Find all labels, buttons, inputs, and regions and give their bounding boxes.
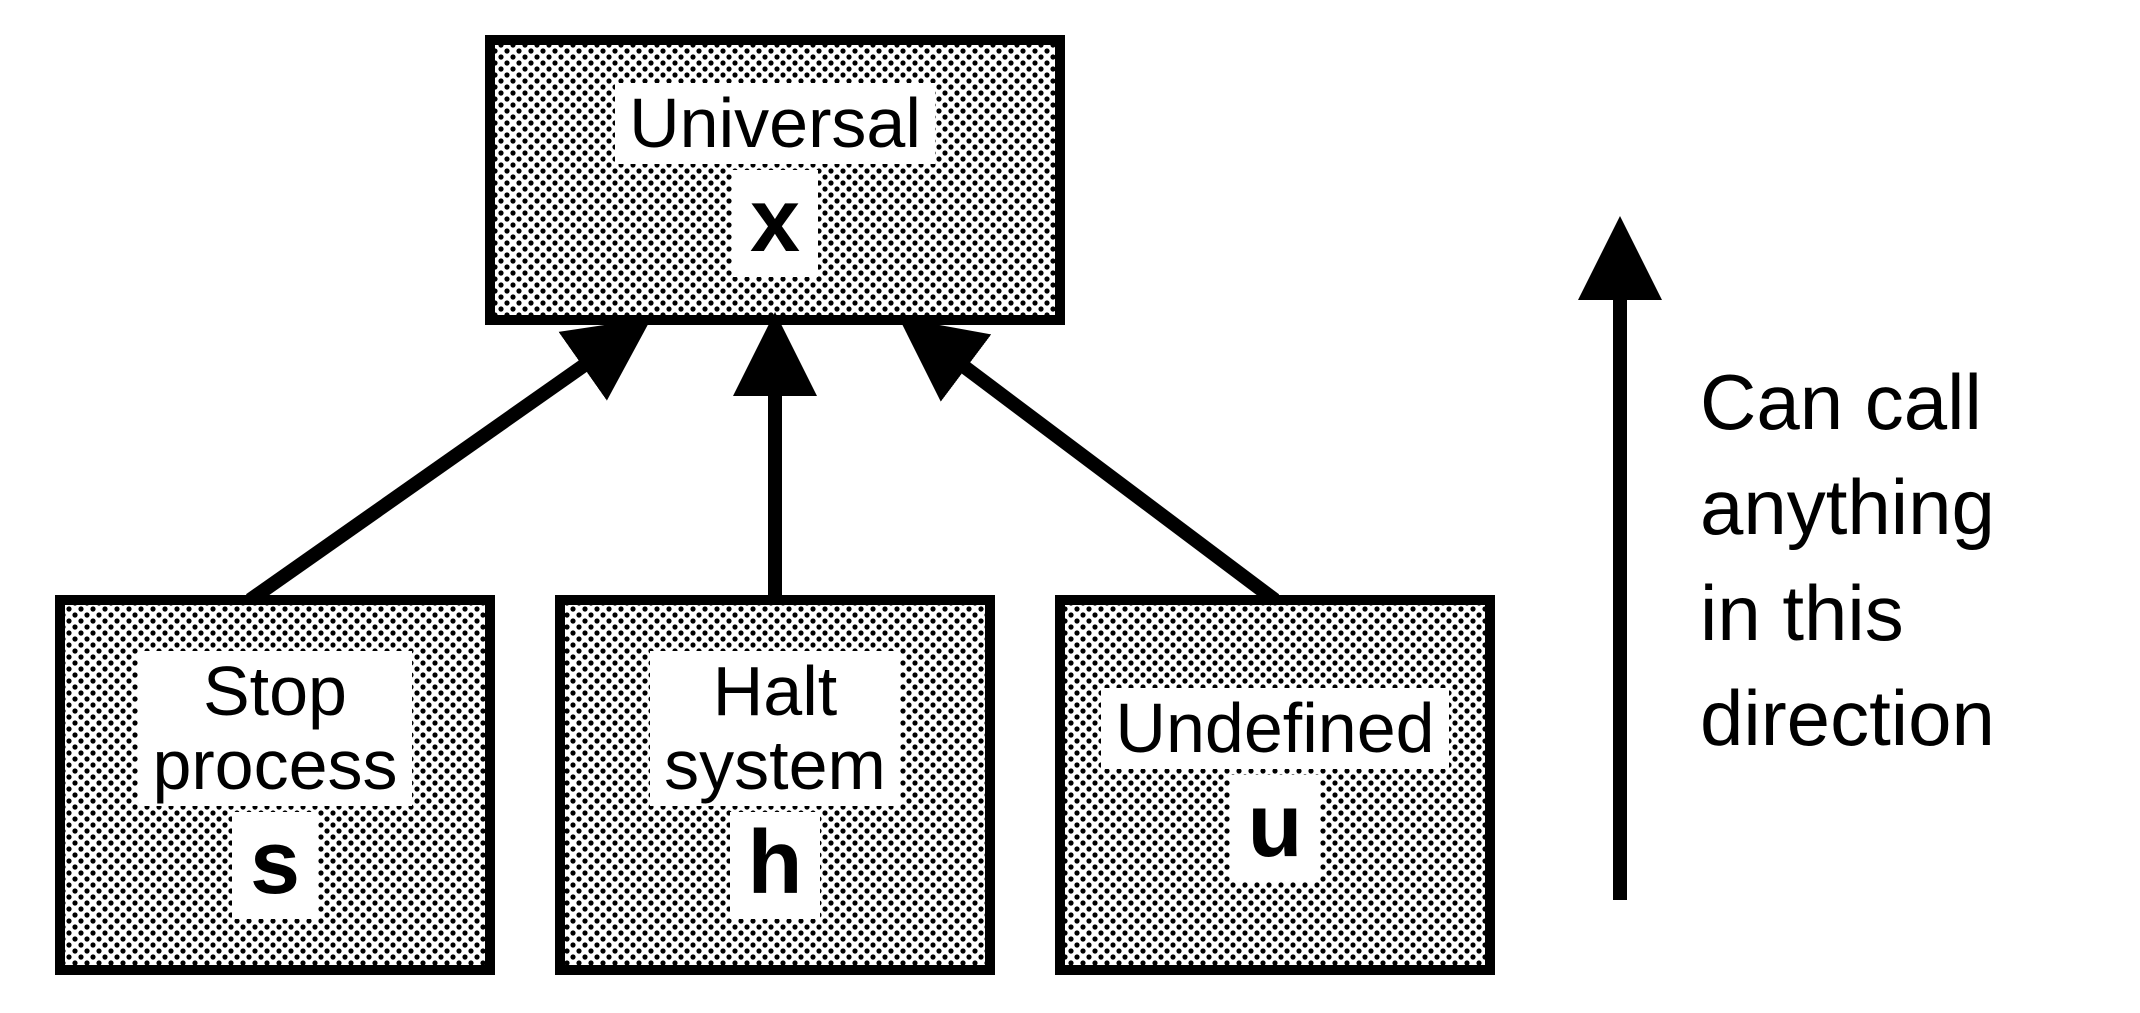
- node-label-halt-line1: Halt: [713, 652, 837, 730]
- node-label-halt-line2: system: [664, 726, 886, 804]
- direction-caption-line4: direction: [1700, 674, 1995, 762]
- node-undefined: Undefined u: [1060, 600, 1490, 970]
- node-code-undefined: u: [1230, 775, 1321, 882]
- edge-stop-universal: [250, 326, 640, 600]
- node-label-undefined: Undefined: [1101, 688, 1448, 770]
- node-universal: Universal x: [490, 40, 1060, 320]
- node-code-stop: s: [232, 812, 318, 919]
- node-label-universal: Universal: [615, 83, 935, 165]
- node-stop: Stop process s: [60, 600, 490, 970]
- direction-caption: Can call anything in this direction: [1700, 350, 1995, 771]
- node-label-stop-line2: process: [152, 726, 397, 804]
- node-halt: Halt system h: [560, 600, 990, 970]
- node-code-universal: x: [732, 170, 818, 277]
- node-label-stop: Stop process: [138, 651, 411, 806]
- direction-caption-line3: in this: [1700, 569, 1904, 657]
- node-code-halt: h: [730, 812, 821, 919]
- direction-caption-line2: anything: [1700, 463, 1995, 551]
- edge-undefined-universal: [910, 326, 1275, 600]
- direction-caption-line1: Can call: [1700, 358, 1982, 446]
- node-label-halt: Halt system: [650, 651, 900, 806]
- diagram-canvas: Universal x Stop process s Halt system h…: [0, 0, 2140, 1013]
- node-label-stop-line1: Stop: [203, 652, 347, 730]
